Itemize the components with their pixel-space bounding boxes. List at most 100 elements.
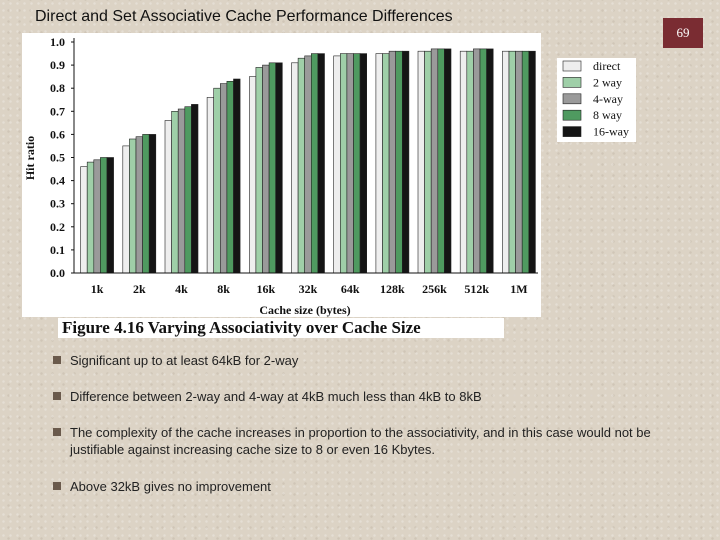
- x-tick-label: 512k: [464, 282, 489, 296]
- bar-2-way-2k: [129, 138, 137, 274]
- page-number-badge: 69: [663, 18, 703, 48]
- bar-16-way-2k: [148, 134, 157, 274]
- bar-4-way-128k: [388, 50, 397, 274]
- bar-4-way-64k: [346, 53, 354, 274]
- figure-caption: Figure 4.16 Varying Associativity over C…: [58, 318, 504, 338]
- y-tick-label: 0.9: [50, 58, 65, 72]
- bullet-list: Significant up to at least 64kB for 2-wa…: [50, 352, 700, 495]
- bar-8-way-4k: [184, 106, 192, 274]
- bar-2-way-256k: [424, 50, 432, 274]
- bar-4-way-2k: [135, 136, 143, 274]
- legend-swatch-4-way: [562, 93, 582, 105]
- y-tick-label: 0.0: [50, 266, 65, 280]
- bullet-marker: [53, 482, 61, 490]
- bar-4-way-4k: [177, 108, 186, 274]
- legend-label: 16-way: [593, 125, 629, 139]
- legend-swatch-2-way: [562, 77, 582, 88]
- bar-direct-8k: [206, 97, 215, 274]
- bar-2-way-16k: [255, 67, 263, 274]
- bar-4-way-1k: [93, 159, 101, 274]
- bullet-text: Difference between 2-way and 4-way at 4k…: [70, 389, 482, 404]
- bullet-item: Significant up to at least 64kB for 2-wa…: [50, 352, 700, 369]
- bar-2-way-1k: [86, 161, 95, 274]
- x-tick-label: 256k: [422, 282, 447, 296]
- slide-title: Direct and Set Associative Cache Perform…: [35, 8, 453, 25]
- bar-4-way-16k: [262, 64, 270, 274]
- bar-4-way-256k: [430, 48, 439, 274]
- bullet-marker: [53, 428, 61, 436]
- legend-label: direct: [593, 59, 621, 73]
- x-tick-label: 32k: [299, 282, 318, 296]
- bar-2-way-4k: [171, 111, 179, 274]
- bar-direct-1M: [502, 50, 510, 274]
- bar-8-way-1M: [521, 50, 530, 274]
- hit-ratio-bar-chart: 1k 2k 4k 8k 16k 32k 64k 128k 256k 512k 1M 0.0 0.1 0.2…: [22, 33, 636, 317]
- bar-8-way-32k: [310, 53, 319, 274]
- bar-2-way-32k: [297, 57, 306, 274]
- legend-swatch-16-way: [562, 126, 582, 137]
- bullet-text: The complexity of the cache increases in…: [70, 425, 651, 457]
- x-tick-label: 64k: [341, 282, 360, 296]
- y-tick-label: 0.7: [50, 104, 65, 118]
- bar-16-way-32k: [317, 53, 325, 274]
- bar-16-way-16k: [275, 62, 283, 274]
- bar-direct-64k: [333, 55, 341, 274]
- legend-swatch-direct: [562, 60, 582, 72]
- bullet-item: Above 32kB gives no improvement: [50, 478, 700, 495]
- bar-16-way-1k: [106, 157, 114, 274]
- legend-label: 8 way: [593, 108, 622, 122]
- legend-swatch-8-way: [562, 109, 582, 121]
- x-axis-title: Cache size (bytes): [259, 303, 350, 317]
- x-tick-label: 1M: [510, 282, 527, 296]
- y-tick-label: 0.1: [50, 243, 65, 257]
- x-tick-label: 128k: [380, 282, 405, 296]
- bar-4-way-8k: [220, 83, 228, 274]
- bar-2-way-128k: [382, 53, 390, 274]
- y-tick-label: 0.5: [50, 151, 65, 165]
- bar-16-way-1M: [528, 50, 536, 274]
- bar-direct-256k: [417, 50, 425, 274]
- bar-4-way-512k: [473, 48, 481, 274]
- bar-2-way-512k: [466, 50, 474, 274]
- bar-16-way-8k: [233, 78, 241, 274]
- bar-8-way-512k: [479, 48, 487, 274]
- x-tick-label: 16k: [256, 282, 275, 296]
- bar-16-way-128k: [401, 50, 410, 274]
- bar-direct-512k: [459, 50, 468, 274]
- bullet-text: Significant up to at least 64kB for 2-wa…: [70, 353, 299, 368]
- bar-direct-128k: [375, 53, 383, 274]
- y-tick-label: 0.3: [50, 197, 65, 211]
- y-tick-label: 0.6: [50, 127, 65, 141]
- bar-16-way-512k: [486, 48, 494, 274]
- bar-direct-1k: [80, 166, 88, 274]
- bullet-marker: [53, 356, 61, 364]
- y-tick-label: 1.0: [50, 35, 65, 49]
- bar-16-way-4k: [191, 104, 199, 274]
- bar-16-way-64k: [359, 53, 368, 274]
- x-tick-label: 2k: [133, 282, 146, 296]
- bar-8-way-256k: [437, 48, 445, 274]
- bullet-marker: [53, 392, 61, 400]
- bar-4-way-1M: [515, 50, 523, 274]
- bar-direct-16k: [249, 76, 257, 274]
- y-tick-label: 0.2: [50, 220, 65, 234]
- bar-8-way-128k: [395, 50, 403, 274]
- legend-label: 2 way: [593, 75, 622, 89]
- bullet-text: Above 32kB gives no improvement: [70, 479, 271, 494]
- bar-direct-4k: [164, 120, 172, 274]
- bar-2-way-8k: [213, 87, 221, 274]
- bar-direct-2k: [122, 145, 130, 274]
- bar-16-way-256k: [444, 48, 452, 274]
- y-tick-label: 0.8: [50, 81, 65, 95]
- y-tick-label: 0.4: [50, 174, 65, 188]
- bar-2-way-1M: [508, 50, 516, 274]
- x-tick-label: 4k: [175, 282, 188, 296]
- bar-8-way-1k: [100, 157, 108, 274]
- bar-8-way-64k: [353, 53, 361, 274]
- bar-2-way-64k: [339, 53, 348, 274]
- legend-label: 4-way: [593, 92, 623, 106]
- x-tick-label: 8k: [217, 282, 230, 296]
- x-tick-label: 1k: [91, 282, 104, 296]
- bullet-item: The complexity of the cache increases in…: [50, 424, 700, 458]
- bar-8-way-2k: [142, 134, 150, 274]
